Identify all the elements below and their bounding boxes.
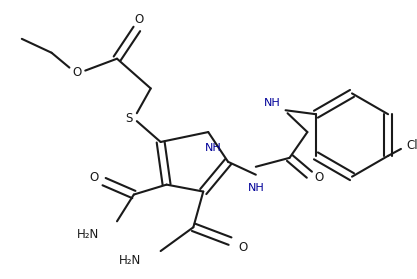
- Text: NH: NH: [264, 98, 281, 108]
- Text: NH: NH: [205, 143, 221, 153]
- Text: H₂N: H₂N: [118, 254, 141, 268]
- Text: Cl: Cl: [406, 140, 417, 152]
- Text: H₂N: H₂N: [77, 228, 99, 241]
- Text: O: O: [238, 240, 248, 254]
- Text: O: O: [134, 13, 143, 25]
- Text: NH: NH: [247, 182, 264, 193]
- Text: O: O: [73, 66, 82, 79]
- Text: O: O: [90, 171, 99, 184]
- Text: S: S: [125, 112, 133, 125]
- Text: O: O: [315, 171, 324, 184]
